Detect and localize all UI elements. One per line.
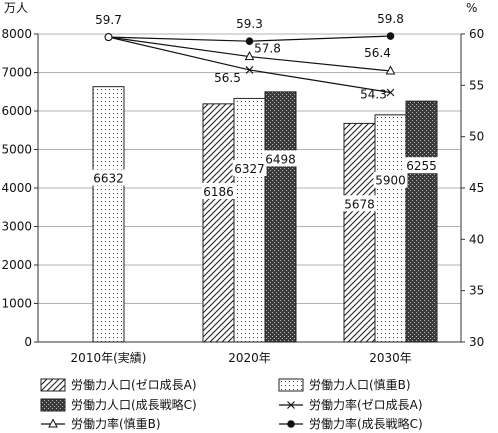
- legend-swatch: [40, 378, 66, 392]
- y-right-tick-label: 40: [469, 232, 484, 246]
- line-series: [108, 36, 391, 94]
- bar-value-label: 6186: [203, 185, 234, 199]
- bar-value-label-bg: [373, 171, 408, 188]
- y-left-tick-label: 7000: [1, 66, 32, 80]
- legend-label: 労働力率(ゼロ成長A): [309, 397, 423, 412]
- bar-value-label: 5900: [375, 174, 406, 188]
- legend-label: 労働力率(成長戦略C): [309, 416, 423, 431]
- y-left-unit: 万人: [4, 1, 28, 15]
- y-right-tick-label: 55: [469, 78, 484, 92]
- legend-marker: [287, 420, 295, 428]
- legend-label: 労働力人口(慎重B): [309, 378, 411, 392]
- bar: [405, 100, 438, 343]
- x-tick-label: 2010年(実績): [71, 350, 147, 365]
- line-marker: [245, 66, 254, 74]
- y-left-tick-label: 1000: [1, 297, 32, 311]
- line-marker: [385, 65, 396, 75]
- y-left-tick-label: 6000: [1, 104, 32, 118]
- y-right-tick-label: 30: [469, 335, 484, 349]
- bar-value-label: 6498: [265, 152, 296, 166]
- y-left-tick-label: 0: [24, 335, 32, 349]
- line-value-label: 56.5: [214, 71, 241, 85]
- bar-value-label-bg: [91, 169, 126, 186]
- line-marker: [244, 51, 255, 61]
- y-right-tick-label: 45: [469, 181, 484, 195]
- bar: [202, 103, 235, 343]
- line-marker: [386, 88, 395, 97]
- bar-value-label-bg: [201, 182, 236, 199]
- bar-value-label-bg: [342, 195, 377, 212]
- line-value-label: 54.3: [360, 88, 387, 102]
- bar-value-label: 6255: [406, 159, 437, 173]
- y-right-tick-label: 50: [469, 130, 484, 144]
- y-left-tick-label: 5000: [1, 143, 32, 157]
- legend-swatch: [40, 398, 66, 412]
- line-value-label: 59.3: [236, 17, 263, 31]
- line-value-label: 59.7: [95, 13, 122, 27]
- bar: [233, 97, 266, 343]
- line-marker: [245, 37, 254, 45]
- y-left-tick-label: 2000: [1, 258, 32, 272]
- legend-marker: [48, 418, 58, 428]
- x-tick-label: 2020年: [228, 351, 271, 365]
- legend-marker: [287, 401, 295, 409]
- legend-swatch: [278, 378, 304, 392]
- legend-label: 労働力人口(成長戦略C): [71, 397, 197, 412]
- line-marker-start: [104, 33, 113, 42]
- bar-value-label: 6327: [234, 162, 265, 176]
- bar-value-label: 6632: [93, 172, 124, 186]
- legend-label: 労働力人口(ゼロ成長A): [71, 378, 197, 392]
- y-right-tick-label: 60: [469, 27, 484, 41]
- bar-value-label-bg: [232, 160, 267, 177]
- bar-value-label: 5678: [344, 197, 375, 211]
- x-tick-label: 2030年: [369, 351, 412, 365]
- line-value-label: 59.8: [377, 12, 404, 26]
- y-right-tick-label: 35: [469, 284, 484, 298]
- bar-value-label-bg: [404, 157, 439, 174]
- legend-label: 労働力率(慎重B): [71, 416, 161, 431]
- bar: [92, 86, 125, 343]
- line-marker: [386, 32, 395, 40]
- y-left-tick-label: 8000: [1, 27, 32, 41]
- y-left-tick-label: 4000: [1, 181, 32, 195]
- bar-value-label-bg: [263, 150, 298, 167]
- line-value-label: 56.4: [364, 46, 391, 60]
- y-left-tick-label: 3000: [1, 220, 32, 234]
- bar: [264, 91, 297, 343]
- y-right-unit: %: [466, 1, 477, 15]
- bar: [374, 114, 407, 343]
- bar: [343, 122, 376, 343]
- line-value-label: 57.8: [254, 42, 281, 56]
